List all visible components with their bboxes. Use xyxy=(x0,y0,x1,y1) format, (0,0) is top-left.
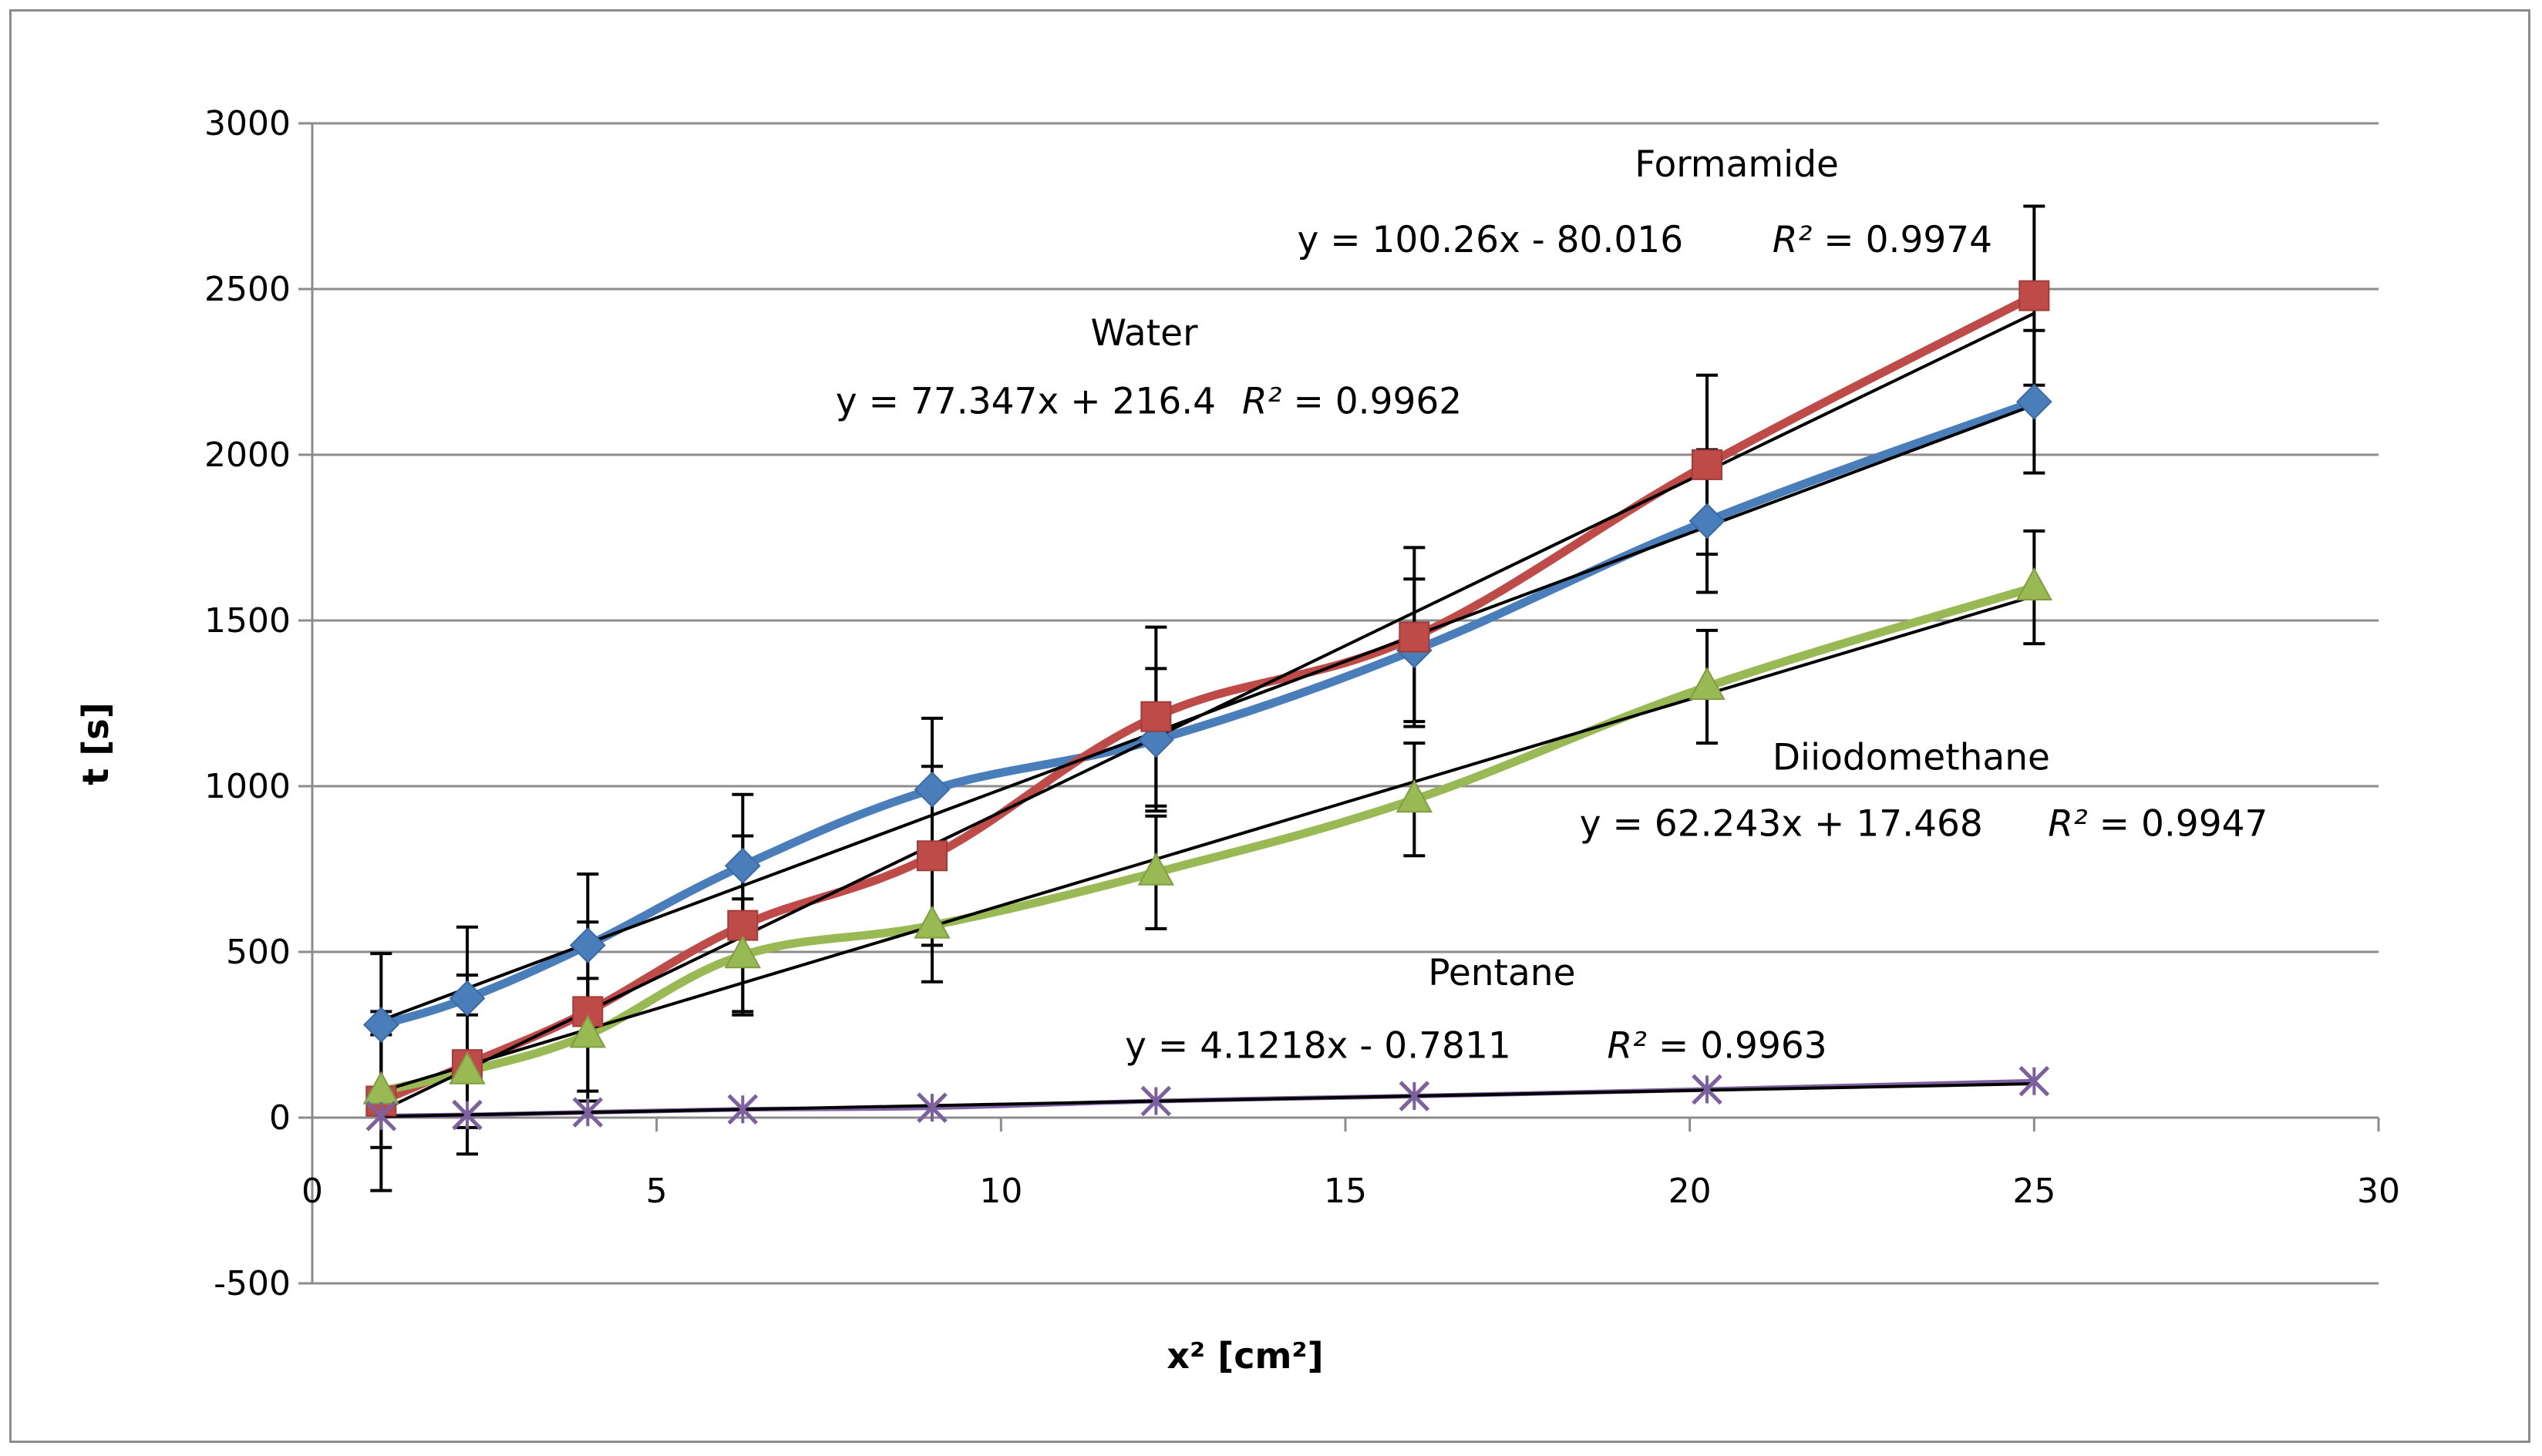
x-tick-label: 0 xyxy=(301,1172,323,1211)
x-tick-label: 25 xyxy=(2012,1172,2055,1211)
marker-layer xyxy=(362,280,2053,1132)
x-tick-label: 5 xyxy=(646,1172,668,1211)
pentane-data-point xyxy=(365,1101,397,1132)
label-layer: Formamide y = 100.26x - 80.016 R² = 0.9974… xyxy=(836,143,2268,1068)
water-equation: y = 77.347x + 216.4 xyxy=(836,380,1216,422)
diiodomethane-data-point xyxy=(724,935,762,969)
diiodomethane-data-point xyxy=(569,1014,607,1048)
diiodomethane-trendline xyxy=(380,594,2035,1093)
water-label: Water xyxy=(1090,312,1198,355)
diiodomethane-data-point xyxy=(1137,852,1175,886)
y-tick-label: 2500 xyxy=(204,270,291,309)
formamide-data-point xyxy=(1399,621,1430,653)
pentane-data-point xyxy=(727,1094,759,1125)
diiodomethane-data-point xyxy=(1396,779,1433,813)
pentane-data-point xyxy=(572,1097,604,1128)
y-tick-label: 0 xyxy=(269,1098,291,1138)
water-data-point xyxy=(569,926,606,963)
water-data-point xyxy=(449,980,486,1017)
trendline-layer xyxy=(380,311,2035,1118)
diiodomethane-data-point xyxy=(449,1051,486,1084)
pentane-data-point xyxy=(1399,1081,1430,1111)
x-tick-label: 15 xyxy=(1324,1172,1367,1211)
formamide-r2: R² = 0.9974 xyxy=(1773,219,1992,261)
pentane-data-point xyxy=(917,1092,948,1123)
y-axis-title: t [s] xyxy=(75,702,116,785)
water-data-point xyxy=(1688,503,1726,540)
pentane-data-point xyxy=(2018,1065,2050,1097)
diiodomethane-data-point xyxy=(2015,567,2053,600)
water-data-point xyxy=(2015,383,2052,420)
formamide-data-point xyxy=(917,840,948,872)
formamide-trendline xyxy=(380,311,2035,1113)
pentane-data-point xyxy=(452,1099,483,1131)
pentane-r2: R² = 0.9963 xyxy=(1607,1025,1827,1068)
x-tick-label: 20 xyxy=(1668,1172,1712,1211)
x-tick-label: 30 xyxy=(2357,1172,2400,1211)
diiodomethane-data-point xyxy=(1688,666,1726,700)
chart-frame xyxy=(9,9,2530,1443)
y-tick-label: 2000 xyxy=(204,435,291,475)
pentane-equation: y = 4.1218x - 0.7811 xyxy=(1125,1025,1511,1068)
y-tick-label: 500 xyxy=(226,933,291,972)
formamide-data-point xyxy=(2018,280,2050,311)
diiodomethane-r2: R² = 0.9947 xyxy=(2048,803,2268,846)
pentane-data-point xyxy=(1140,1085,1172,1117)
formamide-equation: y = 100.26x - 80.016 xyxy=(1297,219,1683,261)
y-tick-label: 3000 xyxy=(204,104,291,143)
water-r2: R² = 0.9962 xyxy=(1242,380,1462,422)
pentane-label: Pentane xyxy=(1428,952,1575,994)
water-data-point xyxy=(914,771,951,808)
pentane-trendline xyxy=(381,1082,2035,1118)
y-tick-label: 1000 xyxy=(204,767,291,806)
formamide-data-point xyxy=(1692,449,1722,480)
x-axis-title: x² [cm²] xyxy=(1167,1335,1323,1377)
water-data-point xyxy=(362,1007,399,1044)
formamide-label: Formamide xyxy=(1635,143,1839,186)
diiodomethane-data-point xyxy=(914,905,951,939)
y-tick-label: 1500 xyxy=(204,601,291,641)
axes-layer: -500 0 500 1000 1500 2000 2500 3000 0 5 10 15 20 25 30 xyxy=(204,104,2400,1303)
pentane-data-point xyxy=(1692,1074,1722,1105)
x-tick-label: 10 xyxy=(979,1172,1022,1211)
diiodomethane-label: Diiodomethane xyxy=(1773,737,2050,779)
y-tick-label: -500 xyxy=(214,1264,291,1303)
diiodomethane-equation: y = 62.243x + 17.468 xyxy=(1580,803,1983,846)
formamide-data-point xyxy=(1140,701,1172,732)
water-data-point xyxy=(724,847,761,884)
